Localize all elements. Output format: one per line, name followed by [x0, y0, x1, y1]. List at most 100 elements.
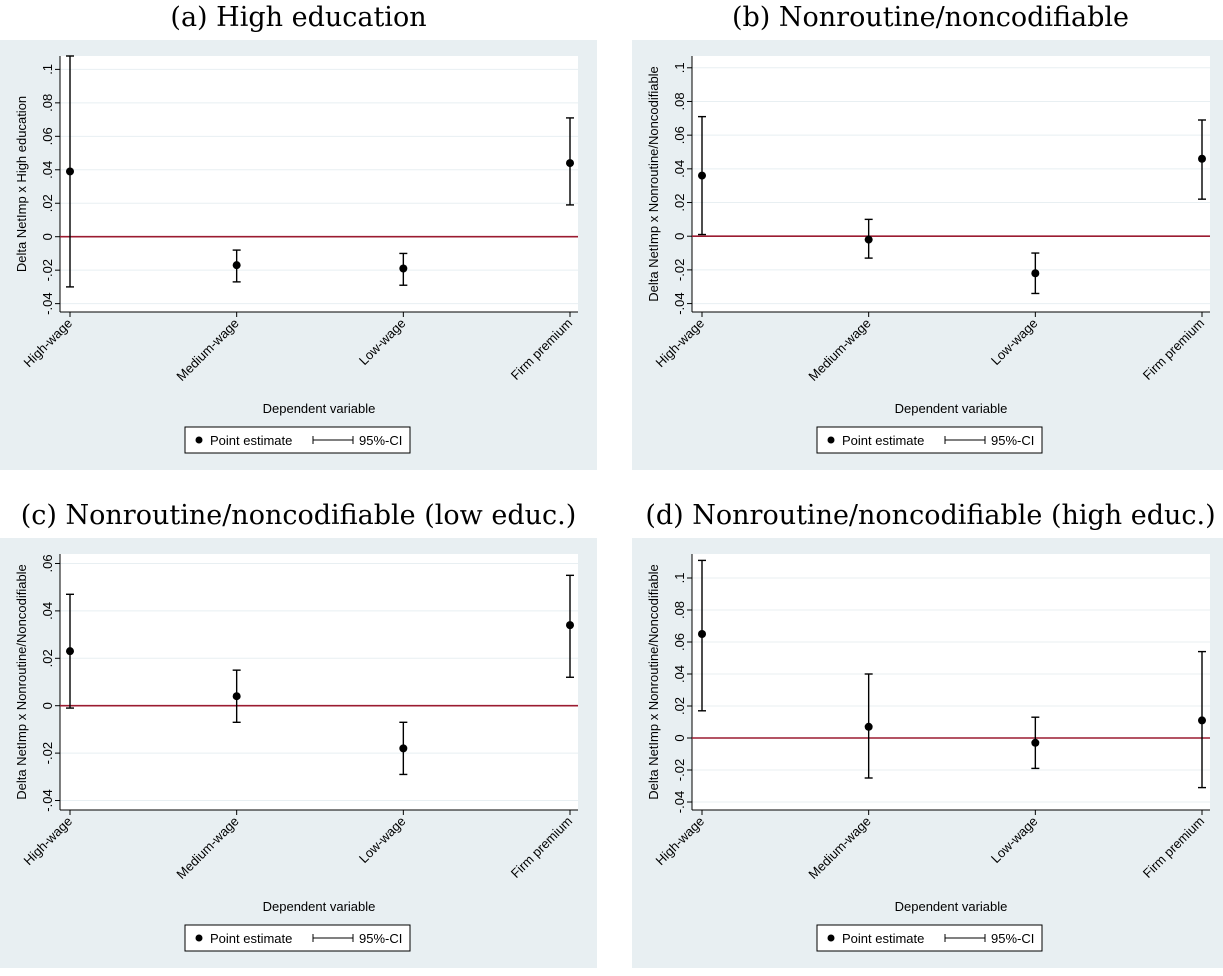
y-tick-label: -.04: [672, 292, 687, 314]
plot-area: [692, 554, 1210, 810]
legend-point-marker: [195, 934, 203, 942]
y-tick-label: 0: [40, 233, 55, 240]
point-estimate: [232, 692, 241, 701]
y-tick-label: .1: [672, 62, 687, 73]
x-tick-label: Medium-wage: [173, 316, 241, 384]
y-tick-label: .08: [672, 92, 687, 110]
legend-box: [816, 426, 1043, 454]
y-tick-label: .1: [40, 64, 55, 75]
y-tick-label: -.04: [40, 789, 55, 811]
y-tick-label: .06: [40, 127, 55, 145]
x-tick-label: Medium-wage: [805, 316, 873, 384]
y-tick-label: .02: [40, 649, 55, 667]
y-tick-label: .04: [672, 160, 687, 178]
legend-point-marker: [827, 934, 835, 942]
panel-title: (a) High education: [170, 2, 427, 33]
legend-label: Point estimate: [210, 931, 292, 946]
y-tick-label: .02: [40, 194, 55, 212]
y-tick-label: .04: [672, 665, 687, 683]
legend-point-marker: [827, 436, 835, 444]
y-tick-label: -.04: [40, 292, 55, 314]
coefficient-chart: -.04 -.02 0 .02 .04 .06 .08 .1 Delta NetImp x Hi…: [14, 55, 578, 454]
y-tick-label: .06: [672, 633, 687, 651]
x-tick-label: High-wage: [21, 814, 76, 869]
point-estimate: [66, 647, 74, 656]
panel-title: (d) Nonroutine/noncodifiable (high educ.…: [645, 500, 1216, 531]
point-estimate: [864, 722, 873, 731]
plot-area: [692, 56, 1210, 312]
point-estimate: [399, 264, 408, 273]
y-tick-label: -.02: [672, 259, 687, 281]
y-axis-title: Delta NetImp x Nonroutine/Noncodifiable: [646, 564, 661, 800]
y-axis-title: Delta NetImp x Nonroutine/Noncodifiable: [14, 564, 29, 800]
y-axis-title: Delta NetImp x High education: [14, 96, 29, 272]
legend-label: 95%-CI: [991, 931, 1034, 946]
x-axis-title: Dependent variable: [263, 899, 376, 914]
x-tick-label: Firm premium: [1140, 316, 1207, 383]
legend-box: [816, 924, 1043, 952]
point-estimate: [66, 167, 74, 176]
legend-label: Point estimate: [842, 433, 924, 448]
x-tick-label: Low-wage: [988, 814, 1041, 867]
y-tick-label: .1: [672, 573, 687, 584]
y-tick-label: .08: [40, 94, 55, 112]
x-tick-label: High-wage: [653, 814, 708, 869]
y-tick-label: 0: [672, 734, 687, 741]
legend-label: Point estimate: [210, 433, 292, 448]
x-tick-label: Medium-wage: [805, 814, 873, 882]
x-tick-label: Low-wage: [988, 316, 1041, 369]
coefficient-chart: -.04 -.02 0 .02 .04 .06 .08 .1 Delta NetImp x No…: [646, 56, 1210, 454]
x-axis-title: Dependent variable: [895, 899, 1008, 914]
legend-label: 95%-CI: [359, 433, 402, 448]
x-tick-label: Firm premium: [508, 814, 575, 881]
panel-c: (c) Nonroutine/noncodifiable (low educ.)…: [0, 498, 597, 968]
panel-a: (a) High education -.04 -.02 0 .02 .04 .06 .08…: [0, 0, 597, 470]
point-estimate: [566, 621, 574, 630]
x-tick-label: Medium-wage: [173, 814, 241, 882]
coefficient-chart: -.04 -.02 0 .02 .04 .06 Delta NetImp x Nonrout…: [14, 554, 578, 952]
point-estimate: [698, 630, 706, 638]
plot-area: [60, 56, 578, 312]
point-estimate: [1031, 738, 1040, 747]
x-tick-label: High-wage: [21, 316, 76, 371]
plot-area: [60, 554, 578, 810]
x-tick-label: Firm premium: [1140, 814, 1207, 881]
point-estimate: [1031, 269, 1040, 278]
legend-box: [184, 426, 411, 454]
panel-b: (b) Nonroutine/noncodifiable -.04 -.02 0 .0…: [632, 0, 1223, 470]
y-tick-label: .02: [672, 193, 687, 211]
y-tick-label: .06: [672, 126, 687, 144]
y-tick-label: .06: [40, 554, 55, 572]
legend-label: Point estimate: [842, 931, 924, 946]
y-tick-label: .02: [672, 697, 687, 715]
y-tick-label: -.04: [672, 791, 687, 813]
panel-d: (d) Nonroutine/noncodifiable (high educ.…: [632, 498, 1223, 968]
x-tick-label: Firm premium: [508, 316, 575, 383]
x-axis-title: Dependent variable: [895, 401, 1008, 416]
point-estimate: [232, 261, 241, 270]
point-estimate: [1198, 154, 1206, 163]
panel-title: (b) Nonroutine/noncodifiable: [731, 2, 1130, 33]
point-estimate: [698, 171, 706, 180]
point-estimate: [566, 159, 574, 168]
y-tick-label: -.02: [40, 259, 55, 281]
legend-point-marker: [195, 436, 203, 444]
point-estimate: [1198, 716, 1206, 725]
y-tick-label: -.02: [672, 759, 687, 781]
y-axis-title: Delta NetImp x Nonroutine/Noncodifiable: [646, 66, 661, 302]
y-tick-label: .08: [672, 601, 687, 619]
x-tick-label: Low-wage: [356, 316, 409, 369]
legend-label: 95%-CI: [359, 931, 402, 946]
x-tick-label: Low-wage: [356, 814, 409, 867]
y-tick-label: .04: [40, 161, 55, 179]
x-axis-title: Dependent variable: [263, 401, 376, 416]
coefficient-chart: -.04 -.02 0 .02 .04 .06 .08 .1 Delta NetImp x No…: [646, 554, 1210, 952]
y-tick-label: 0: [40, 702, 55, 709]
point-estimate: [864, 235, 873, 244]
x-tick-label: High-wage: [653, 316, 708, 371]
legend-box: [184, 924, 411, 952]
y-tick-label: .04: [40, 602, 55, 620]
point-estimate: [399, 744, 408, 753]
y-tick-label: -.02: [40, 742, 55, 764]
panel-title: (c) Nonroutine/noncodifiable (low educ.): [20, 500, 577, 531]
